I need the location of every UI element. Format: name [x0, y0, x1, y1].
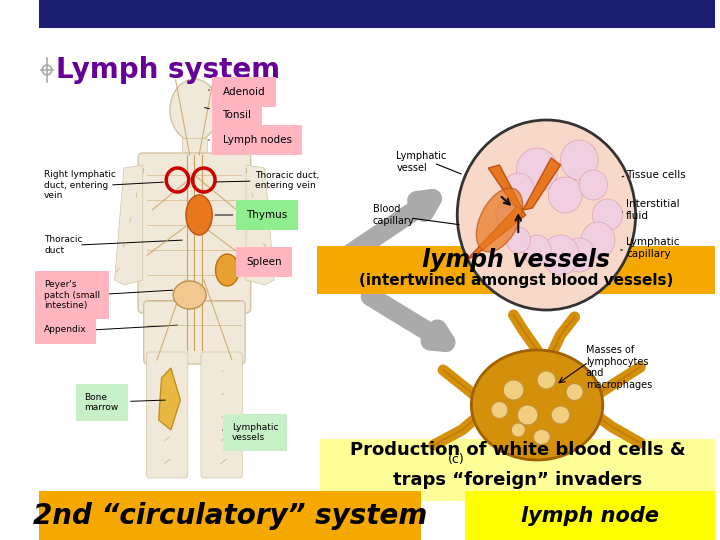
Circle shape	[516, 148, 558, 192]
Ellipse shape	[170, 79, 219, 141]
FancyBboxPatch shape	[146, 352, 188, 478]
Bar	[40, 28, 321, 491]
Ellipse shape	[566, 383, 583, 401]
Ellipse shape	[518, 405, 538, 425]
Text: Thymus: Thymus	[215, 210, 287, 220]
Circle shape	[560, 140, 598, 180]
Bar	[317, 246, 716, 294]
Polygon shape	[114, 165, 143, 285]
Text: Appendix: Appendix	[44, 326, 87, 334]
Circle shape	[541, 235, 580, 275]
Text: Adenoid: Adenoid	[209, 87, 265, 97]
Text: traps “foreign” invaders: traps “foreign” invaders	[393, 471, 642, 489]
Text: Lymphatic
vessels: Lymphatic vessels	[222, 423, 279, 442]
Text: Masses of
lymphocytes
and
macrophages: Masses of lymphocytes and macrophages	[586, 345, 652, 390]
Text: (intertwined amongst blood vessels): (intertwined amongst blood vessels)	[359, 273, 673, 288]
FancyBboxPatch shape	[144, 301, 245, 364]
Text: lymph vessels: lymph vessels	[422, 248, 610, 272]
Text: Lymph nodes: Lymph nodes	[209, 135, 292, 145]
Polygon shape	[523, 158, 560, 210]
Text: Blood
capillary: Blood capillary	[373, 204, 415, 226]
Text: Right lymphatic
duct, entering
vein: Right lymphatic duct, entering vein	[44, 170, 116, 200]
Text: Thoracic duct,
entering vein: Thoracic duct, entering vein	[216, 171, 320, 190]
Bar	[40, 491, 421, 540]
Ellipse shape	[215, 254, 239, 286]
Circle shape	[457, 120, 636, 310]
Text: lymph node: lymph node	[521, 505, 660, 526]
Text: (c): (c)	[448, 454, 464, 467]
Polygon shape	[467, 205, 526, 260]
Circle shape	[549, 177, 582, 213]
Polygon shape	[488, 165, 523, 210]
FancyBboxPatch shape	[138, 153, 251, 313]
Circle shape	[581, 222, 615, 258]
Ellipse shape	[472, 350, 603, 460]
Text: Thoracic
duct: Thoracic duct	[44, 235, 83, 255]
Text: 2nd “circulatory” system: 2nd “circulatory” system	[33, 502, 428, 530]
Text: Spleen: Spleen	[241, 257, 282, 269]
Polygon shape	[158, 368, 180, 430]
Bar	[465, 491, 716, 540]
Bar	[321, 28, 716, 540]
Ellipse shape	[174, 281, 206, 309]
Circle shape	[496, 201, 522, 229]
Ellipse shape	[491, 402, 508, 418]
Ellipse shape	[511, 423, 526, 437]
Circle shape	[503, 173, 534, 207]
Bar	[320, 439, 716, 502]
Ellipse shape	[534, 429, 550, 444]
Ellipse shape	[551, 406, 570, 424]
Circle shape	[523, 235, 551, 265]
Circle shape	[580, 170, 608, 200]
Polygon shape	[246, 165, 274, 285]
Text: Peyer's
patch (small
intestine): Peyer's patch (small intestine)	[44, 280, 100, 310]
Text: Tissue cells: Tissue cells	[626, 170, 686, 180]
Text: Tonsil: Tonsil	[204, 107, 251, 120]
Ellipse shape	[503, 380, 524, 400]
Bar	[182, 138, 207, 160]
Circle shape	[563, 238, 595, 272]
Text: Lymphatic
vessel: Lymphatic vessel	[396, 151, 446, 173]
Text: Lymph system: Lymph system	[56, 56, 281, 84]
Ellipse shape	[537, 371, 556, 389]
Text: Lymphatic
capillary: Lymphatic capillary	[626, 237, 680, 259]
Circle shape	[506, 227, 531, 253]
Circle shape	[593, 199, 623, 231]
FancyBboxPatch shape	[201, 352, 242, 478]
Ellipse shape	[186, 195, 212, 235]
Ellipse shape	[477, 188, 523, 252]
Bar	[40, 0, 716, 28]
Text: Production of white blood cells &: Production of white blood cells &	[350, 441, 685, 459]
Text: Bone
marrow: Bone marrow	[84, 393, 166, 412]
Text: Interstitial
fluid: Interstitial fluid	[626, 199, 680, 221]
